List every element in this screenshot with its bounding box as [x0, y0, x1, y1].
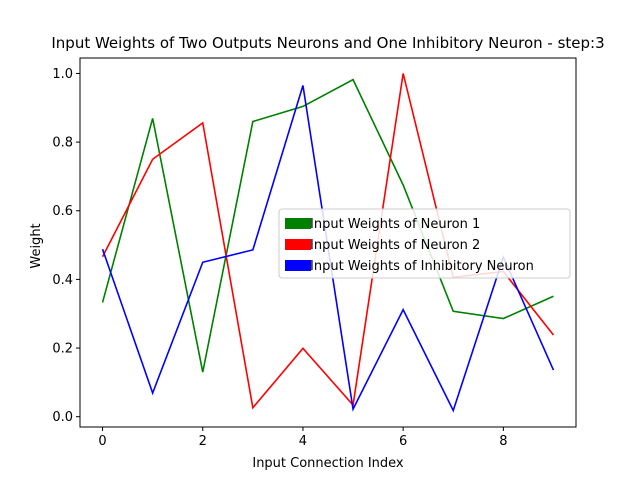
x-tick-label: 6	[399, 434, 407, 449]
legend: Input Weights of Neuron 1 Input Weights o…	[278, 208, 571, 279]
x-tick-label: 4	[299, 434, 307, 449]
plot-frame	[79, 57, 577, 428]
y-axis-label: Weight	[29, 223, 44, 268]
chart-title: Input Weights of Two Outputs Neurons and…	[51, 34, 604, 52]
x-tick-label: 0	[98, 434, 106, 449]
y-tick-label: 0.6	[52, 204, 73, 219]
legend-label-1: Input Weights of Neuron 1	[310, 217, 480, 232]
legend-swatch-3	[285, 260, 311, 271]
y-tick-label: 0.2	[52, 342, 73, 357]
legend-box	[278, 208, 571, 279]
x-tick-label: 8	[499, 434, 507, 449]
x-tick-label: 2	[199, 434, 207, 449]
y-tick-label: 0.4	[52, 273, 73, 288]
legend-swatch-1	[285, 218, 311, 229]
legend-label-3: Input Weights of Inhibitory Neuron	[310, 259, 534, 274]
legend-swatch-2	[285, 239, 311, 250]
legend-label-2: Input Weights of Neuron 2	[310, 238, 480, 253]
series-line-1	[101, 78, 554, 373]
y-tick-label: 1.0	[52, 67, 73, 82]
y-tick-label: 0.0	[52, 410, 73, 425]
y-tick-label: 0.8	[52, 136, 73, 151]
x-axis-label: Input Connection Index	[252, 456, 404, 471]
